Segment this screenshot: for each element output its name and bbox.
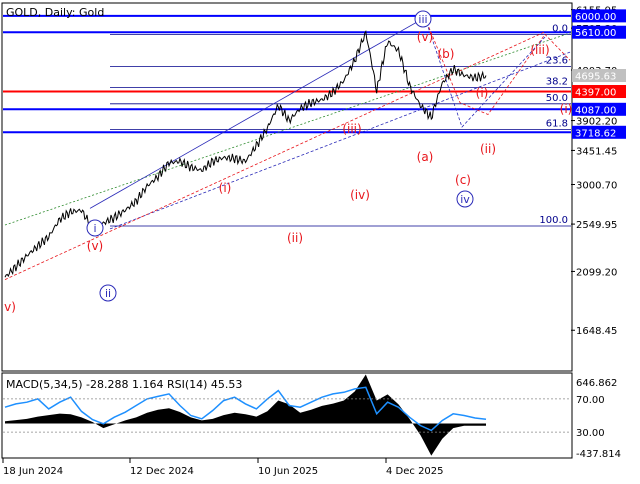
fib-label-50.0: 50.0	[546, 93, 568, 104]
wave-label-i: i	[93, 222, 96, 235]
price-axis-group: 6155.955705.304803.703902.203451.453000.…	[571, 6, 626, 337]
wave-label-ii: ii	[105, 287, 111, 300]
wave-label-red-0: (v)	[87, 239, 103, 253]
indicator-tick-label-0: 646.862	[576, 378, 617, 389]
fib-label-23.6: 23.6	[546, 56, 568, 67]
wave-label-iii: iii	[418, 13, 427, 26]
wave-circle-i	[86, 219, 104, 237]
fib-label-0.0: 0.0	[552, 23, 568, 34]
indicator-frame	[1, 372, 573, 459]
wave-label-red-2: (ii)	[287, 231, 303, 245]
level-badge-label-5610.00: 5610.00	[575, 28, 616, 39]
x-tick-label-1: 12 Dec 2024	[130, 466, 194, 477]
level-badge-4397.00	[572, 85, 626, 99]
indicator-tick-label-1: 70.00	[576, 395, 605, 406]
indicator-tick-label-2: 30.00	[576, 428, 605, 439]
fib-label-61.8: 61.8	[546, 119, 568, 130]
y-tick-label-7: 2099.20	[576, 267, 617, 278]
x-tick-label-0: 18 Jun 2024	[3, 466, 63, 477]
fibonacci-group: 0.0 23.6 38.2 50.0 61.8 100.0	[110, 23, 571, 227]
red-channel-upper	[4, 31, 546, 280]
macd-histogram	[5, 374, 486, 456]
wave-label-red-11: (iii)	[530, 43, 549, 57]
wave-label-red-9: (i)	[476, 86, 489, 100]
current-price-badge	[572, 69, 626, 83]
price-line	[4, 29, 487, 278]
chart-title: GOLD, Daily: Gold	[6, 6, 104, 19]
wave-label-red-7: (b)	[438, 47, 455, 61]
rsi-line	[4, 386, 487, 432]
level-badge-5610.00	[572, 25, 626, 39]
y-tick-label-3: 3902.20	[576, 117, 617, 128]
wave-label-red-8: (c)	[455, 173, 471, 187]
red-projection-path	[424, 17, 571, 115]
wave-label-red-10: (ii)	[480, 142, 496, 156]
wave-label-red-5: (v)	[417, 30, 433, 44]
price-series-group	[4, 29, 487, 278]
level-badge-label-4087.00: 4087.00	[575, 105, 616, 116]
y-tick-label-4: 3451.45	[576, 146, 617, 157]
wave-labels-group: iiiiiiiv(v)(i)(ii)(iii)(iv)(v)(a)(b)(c)(…	[4, 10, 573, 314]
x-tick-label-2: 10 Jun 2025	[258, 466, 318, 477]
wave-label-red-12: (i)	[560, 102, 573, 116]
x-tick-label-3: 4 Dec 2025	[386, 466, 444, 477]
y-tick-label-6: 2549.95	[576, 220, 617, 231]
levels-group	[3, 14, 571, 134]
level-badge-label-6000.00: 6000.00	[575, 12, 616, 23]
wave-circle-iii	[414, 10, 432, 28]
y-tick-label-8: 1648.45	[576, 326, 617, 337]
wave-guides-group	[4, 14, 572, 280]
blue-projection-path	[424, 17, 546, 128]
indicator-title: MACD(5,34,5) -28.288 1.164 RSI(14) 45.53	[6, 378, 242, 391]
wave-label-red-3: (iii)	[342, 122, 361, 136]
blue-channel-upper	[89, 14, 431, 209]
wave-label-red-1: (i)	[219, 181, 232, 195]
wave-label-red-13: v)	[4, 300, 16, 314]
current-price-label: 4695.63	[575, 72, 616, 83]
level-badge-6000.00	[572, 9, 626, 23]
level-badge-label-4397.00: 4397.00	[575, 88, 616, 99]
main-plot-frame	[1, 2, 573, 372]
indicator-group: 646.862 70.00 30.00 -437.814	[3, 374, 621, 460]
y-tick-label-5: 3000.70	[576, 180, 617, 191]
wave-circle-ii	[99, 284, 117, 302]
indicator-tick-label-3: -437.814	[576, 449, 621, 460]
level-badge-label-3718.62: 3718.62	[575, 128, 616, 139]
level-badge-4087.00	[572, 102, 626, 116]
level-badge-3718.62	[572, 125, 626, 139]
wave-label-red-4: (iv)	[350, 188, 370, 202]
wave-circle-iv	[456, 190, 474, 208]
time-axis-group: 18 Jun 2024 12 Dec 2024 10 Jun 2025 4 Dec 2…	[2, 458, 444, 477]
fib-label-38.2: 38.2	[546, 77, 568, 88]
wave-label-red-6: (a)	[417, 150, 434, 164]
blue-channel-lower	[109, 51, 571, 230]
wave-label-iv: iv	[460, 193, 470, 206]
fib-label-100.0: 100.0	[539, 215, 568, 226]
